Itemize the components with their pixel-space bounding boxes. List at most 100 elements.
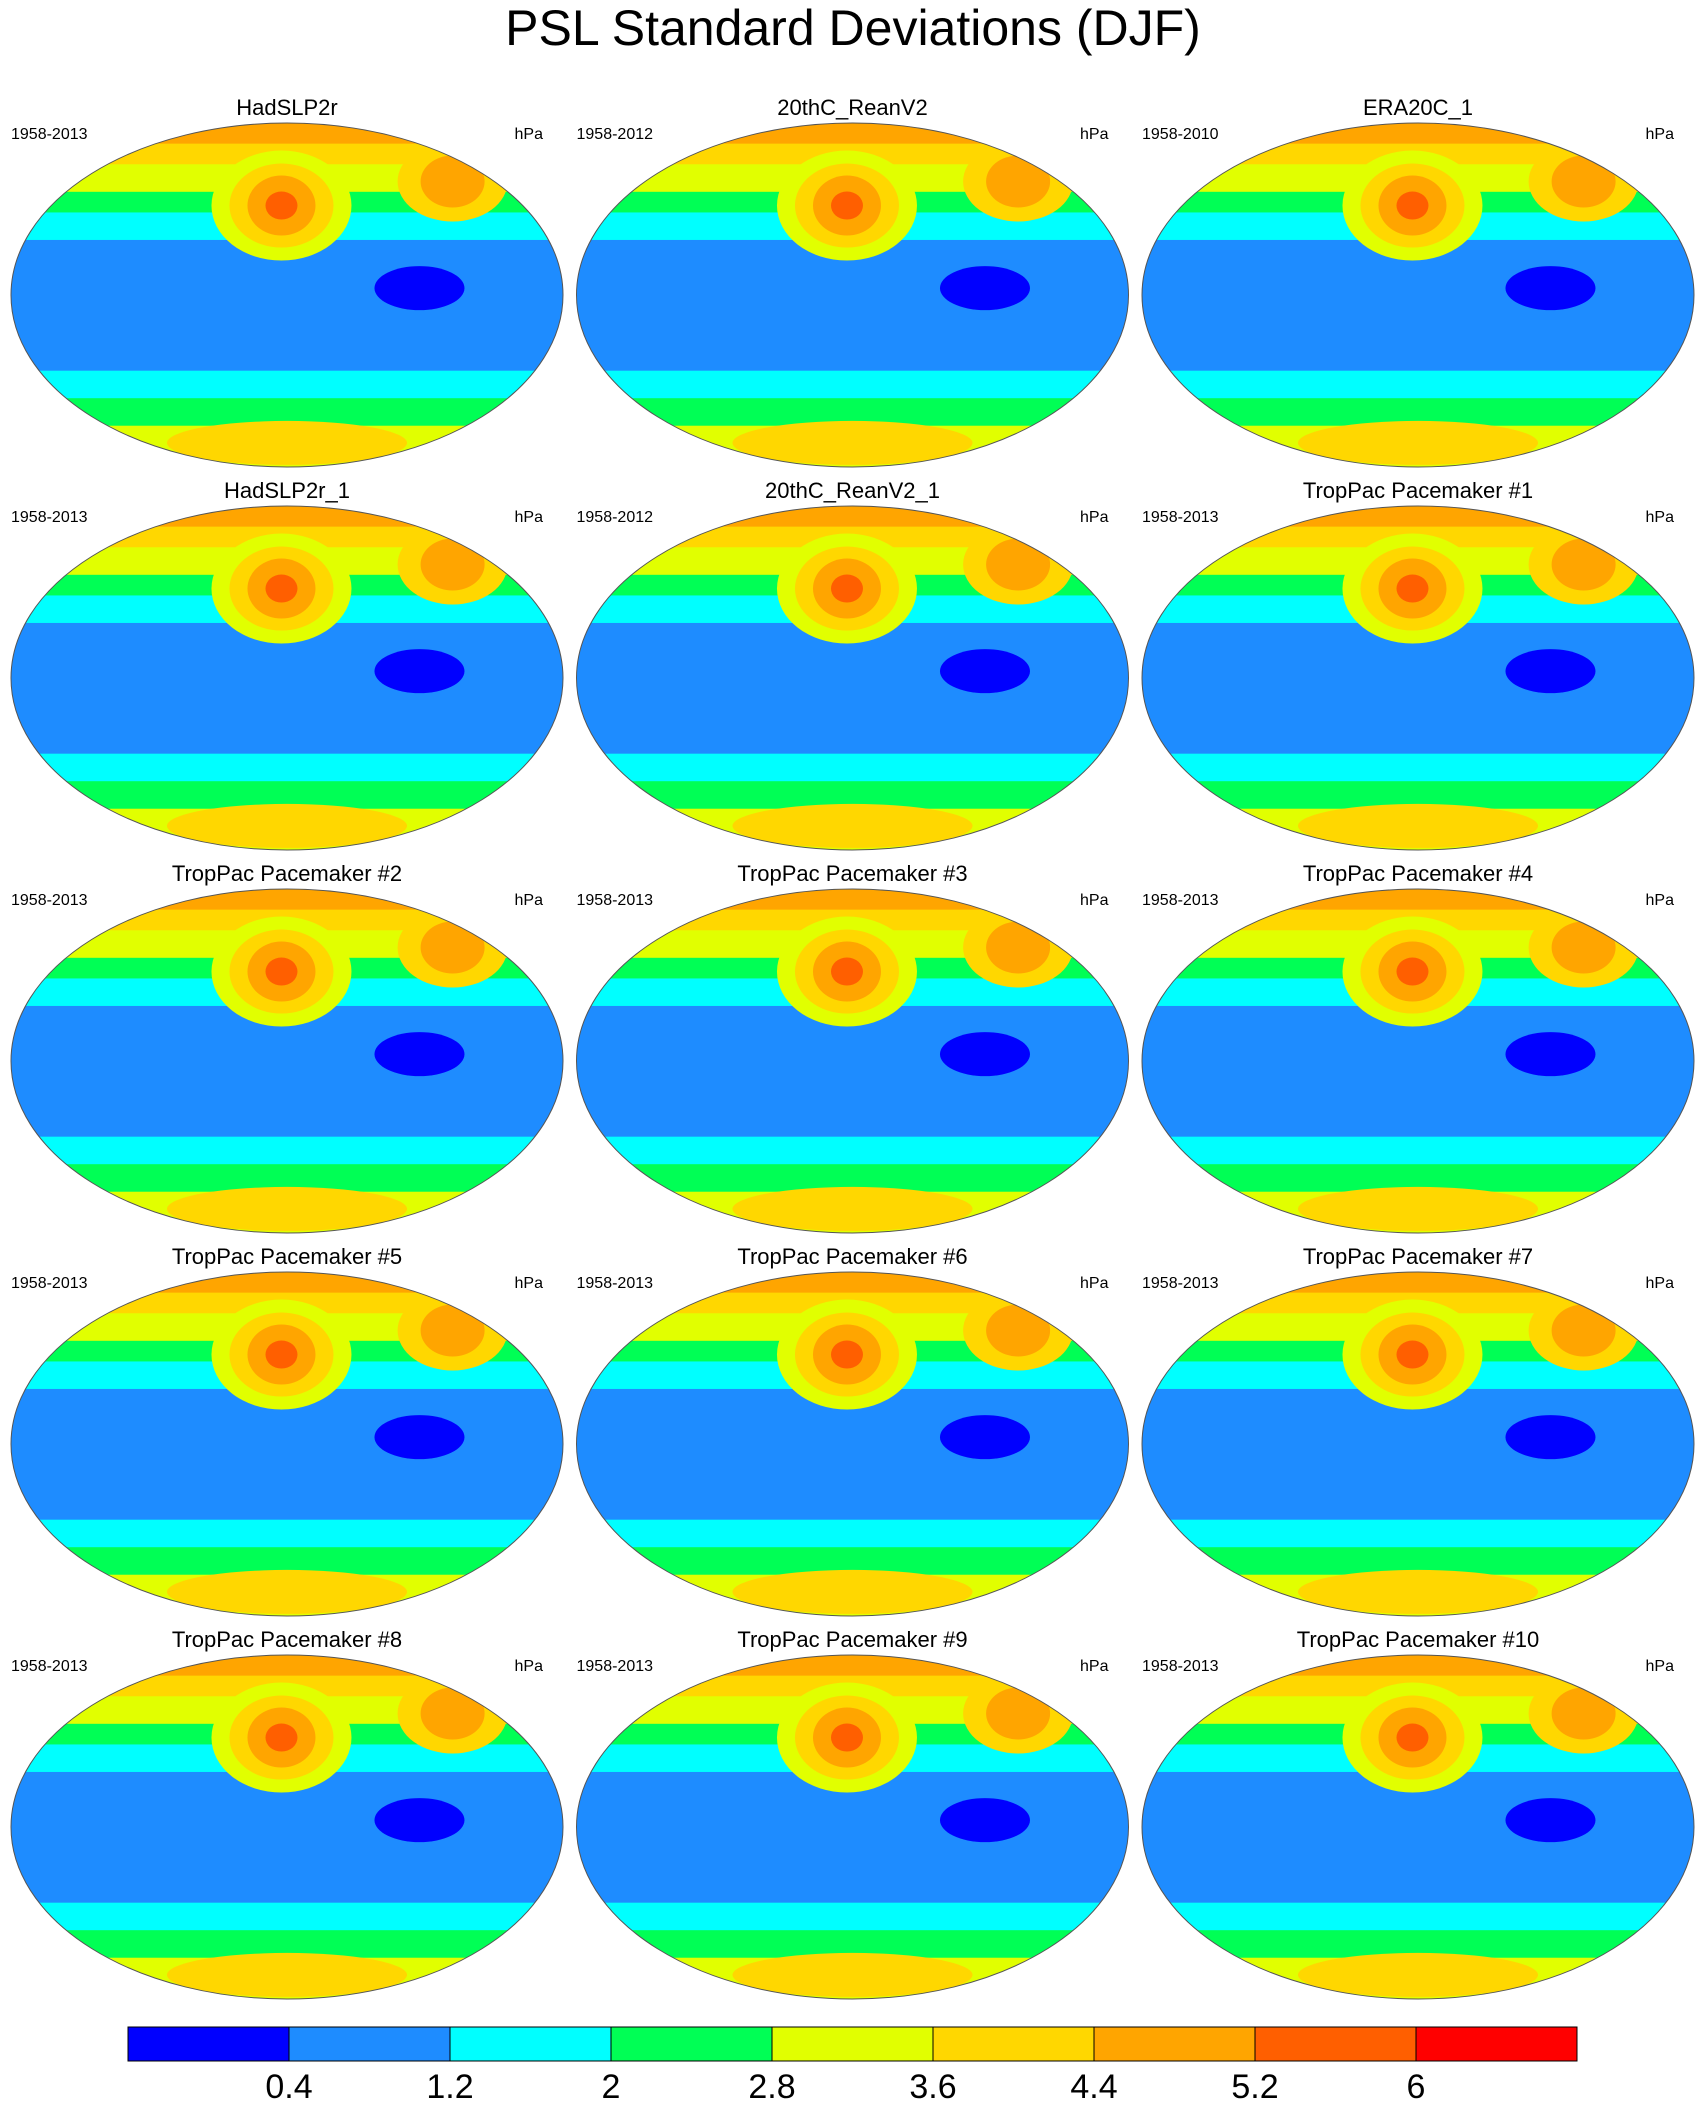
field-band xyxy=(1142,1136,1694,1166)
southern-band xyxy=(167,1952,407,1997)
panel-years: 1958-2013 xyxy=(11,509,88,526)
map xyxy=(11,1655,563,1999)
map-outline xyxy=(576,122,1129,468)
icelandic-low xyxy=(420,1304,485,1357)
field-band xyxy=(1142,370,1694,400)
figure-title: PSL Standard Deviations (DJF) xyxy=(505,0,1201,56)
colorbar-box xyxy=(771,2026,934,2062)
map xyxy=(1142,506,1694,850)
tropical-minimum xyxy=(1505,649,1596,694)
tropical-minimum xyxy=(939,1798,1030,1843)
tropical-minimum xyxy=(939,649,1030,694)
panel-title: TropPac Pacemaker #2 xyxy=(172,861,402,886)
colorbar-label: 4.4 xyxy=(1070,2068,1117,2106)
field-band xyxy=(576,1902,1129,1932)
icelandic-low xyxy=(420,155,485,208)
field-band xyxy=(576,370,1129,400)
colorbar-label: 2 xyxy=(602,2068,621,2106)
panel-units: hPa xyxy=(515,892,544,909)
map-outline xyxy=(1141,505,1695,851)
field-band xyxy=(1142,506,1694,528)
aleutian-low xyxy=(830,957,863,986)
field-band xyxy=(1142,622,1694,755)
aleutian-low xyxy=(265,957,298,986)
field-band xyxy=(1142,1388,1694,1521)
map-outline xyxy=(1141,122,1695,468)
icelandic-low xyxy=(986,155,1051,208)
map-outline xyxy=(576,888,1129,1234)
map xyxy=(11,123,563,467)
map xyxy=(576,506,1129,850)
map-outline xyxy=(10,888,564,1234)
field-band xyxy=(11,1005,563,1138)
field-band xyxy=(576,1655,1129,1677)
colorbar-box xyxy=(127,2026,290,2062)
panel-units: hPa xyxy=(1080,892,1109,909)
tropical-minimum xyxy=(374,266,465,311)
field-band xyxy=(576,506,1129,528)
tropical-minimum xyxy=(374,1415,465,1460)
panel-title: ERA20C_1 xyxy=(1363,95,1473,120)
map xyxy=(1142,1655,1694,1999)
colorbar-box xyxy=(449,2026,612,2062)
map xyxy=(576,123,1129,467)
tropical-minimum xyxy=(939,1032,1030,1077)
panel-title: TropPac Pacemaker #1 xyxy=(1303,478,1533,503)
field-band xyxy=(1142,1655,1694,1677)
icelandic-low xyxy=(420,1687,485,1740)
panel-years: 1958-2013 xyxy=(577,892,654,909)
panel-title: 20thC_ReanV2 xyxy=(777,95,927,120)
colorbar-box xyxy=(1093,2026,1256,2062)
panel-units: hPa xyxy=(1080,509,1109,526)
map-outline xyxy=(576,505,1129,851)
southern-band xyxy=(1298,803,1538,848)
icelandic-low xyxy=(986,921,1051,974)
map xyxy=(576,889,1129,1233)
panel-units: hPa xyxy=(1080,1275,1109,1292)
colorbar-box xyxy=(610,2026,773,2062)
aleutian-low xyxy=(1396,957,1429,986)
southern-band xyxy=(1298,1186,1538,1231)
tropical-minimum xyxy=(939,266,1030,311)
map xyxy=(11,1272,563,1616)
field-band xyxy=(1142,1005,1694,1138)
icelandic-low xyxy=(986,1304,1051,1357)
panel-title: TropPac Pacemaker #7 xyxy=(1303,1244,1533,1269)
map xyxy=(1142,1272,1694,1616)
map-outline xyxy=(1141,1654,1695,2000)
icelandic-low xyxy=(1551,538,1616,591)
icelandic-low xyxy=(1551,155,1616,208)
southern-band xyxy=(167,1569,407,1614)
map xyxy=(11,889,563,1233)
field-band xyxy=(576,753,1129,783)
icelandic-low xyxy=(1551,1304,1616,1357)
panel-units: hPa xyxy=(515,509,544,526)
icelandic-low xyxy=(420,921,485,974)
tropical-minimum xyxy=(374,1798,465,1843)
aleutian-low xyxy=(265,574,298,603)
icelandic-low xyxy=(986,538,1051,591)
map-outline xyxy=(10,1271,564,1617)
panel-title: TropPac Pacemaker #5 xyxy=(172,1244,402,1269)
field-band xyxy=(576,1005,1129,1138)
southern-band xyxy=(732,1186,973,1231)
field-band xyxy=(1142,1519,1694,1549)
field-band xyxy=(1142,1771,1694,1904)
southern-band xyxy=(167,1186,407,1231)
colorbar-label: 0.4 xyxy=(265,2068,312,2106)
panel-years: 1958-2013 xyxy=(11,892,88,909)
field-band xyxy=(1142,753,1694,783)
tropical-minimum xyxy=(1505,1798,1596,1843)
tropical-minimum xyxy=(1505,1032,1596,1077)
aleutian-low xyxy=(1396,1723,1429,1752)
panel-title: TropPac Pacemaker #8 xyxy=(172,1627,402,1652)
field-band xyxy=(11,1136,563,1166)
panel-title: TropPac Pacemaker #6 xyxy=(737,1244,967,1269)
panel-title: 20thC_ReanV2_1 xyxy=(765,478,940,503)
aleutian-low xyxy=(830,1340,863,1369)
map-outline xyxy=(1141,1271,1695,1617)
map-outline xyxy=(10,1654,564,2000)
map-outline xyxy=(10,122,564,468)
field-band xyxy=(11,370,563,400)
field-band xyxy=(576,1771,1129,1904)
